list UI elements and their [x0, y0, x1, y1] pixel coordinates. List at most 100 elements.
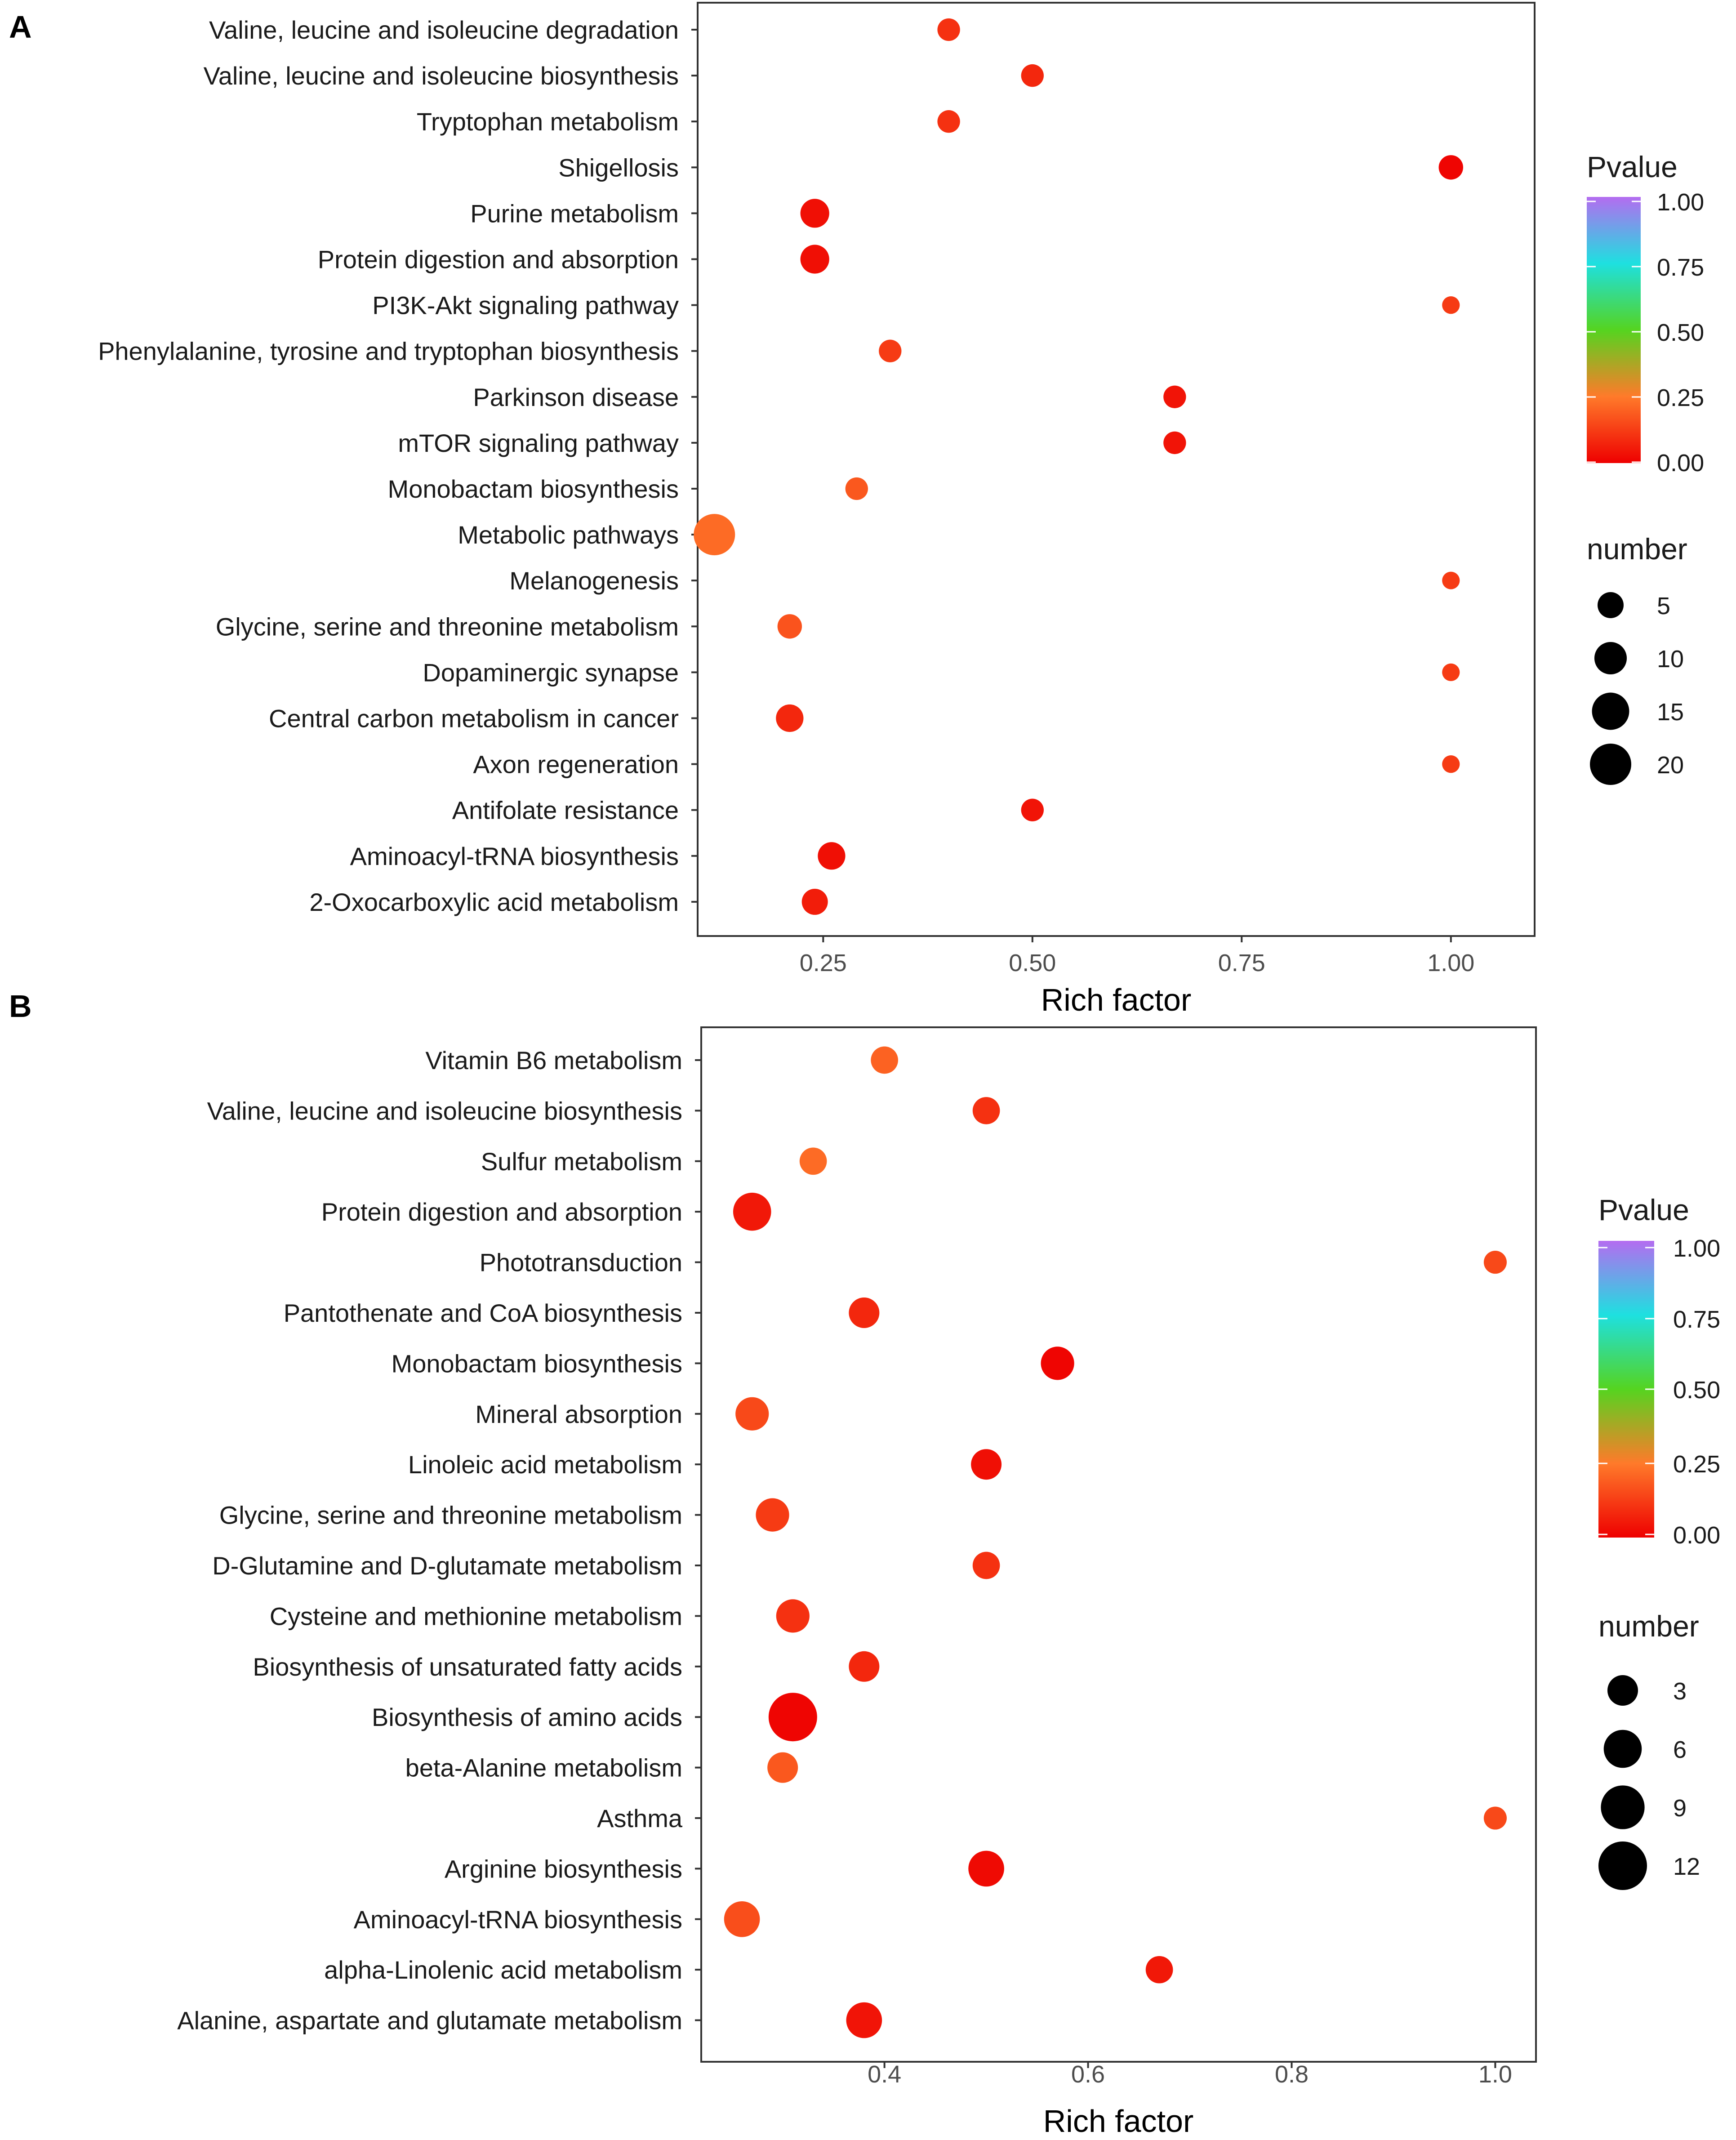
number-legend-title: number — [1587, 532, 1687, 566]
data-point — [879, 339, 902, 362]
category-label: 2-Oxocarboxylic acid metabolism — [309, 888, 679, 916]
category-label: Glycine, serine and threonine metabolism — [216, 612, 698, 641]
number-legend-label: 15 — [1657, 699, 1684, 726]
category-label: Aminoacyl-tRNA biosynthesis — [354, 1905, 701, 1934]
category-label: Phototransduction — [480, 1248, 701, 1277]
data-point — [694, 514, 735, 556]
category-label: Aminoacyl-tRNA biosynthesis — [350, 842, 698, 870]
category-label: Axon regeneration — [473, 750, 698, 779]
pvalue-colorbar-ticks — [1598, 1247, 1654, 1535]
panel-b-x-axis: 0.4 0.6 0.8 1.0 — [868, 2061, 1512, 2088]
number-legend-label: 3 — [1673, 1678, 1687, 1705]
category-label: Arginine biosynthesis — [445, 1855, 701, 1883]
category-label: Valine, leucine and isoleucine biosynthe… — [207, 1097, 682, 1125]
category-label: 2-Oxocarboxylic acid metabolism — [309, 888, 698, 916]
number-legend-label: 10 — [1657, 646, 1684, 673]
data-point — [776, 1599, 810, 1633]
category-label: Monobactam biosynthesis — [392, 1349, 682, 1378]
category-label: Sulfur metabolism — [481, 1147, 682, 1176]
data-point — [733, 1192, 771, 1231]
panel-a-category-axis: Valine, leucine and isoleucine degradati… — [98, 16, 698, 916]
category-label: Mineral absorption — [475, 1400, 682, 1428]
data-point — [937, 18, 960, 41]
pvalue-tick-label: 1.00 — [1657, 189, 1704, 216]
pvalue-colorbar-ticks — [1587, 201, 1641, 463]
data-point — [845, 477, 868, 500]
category-label: Protein digestion and absorption — [321, 1198, 701, 1226]
category-label: Biosynthesis of amino acids — [372, 1703, 682, 1731]
category-label: Axon regeneration — [473, 750, 679, 779]
data-point — [1021, 64, 1044, 87]
data-point — [799, 1147, 827, 1175]
x-tick-label: 1.00 — [1427, 950, 1474, 976]
category-label: Monobactam biosynthesis — [392, 1349, 701, 1378]
number-legend-key — [1598, 592, 1624, 618]
number-legend-keys — [1598, 1675, 1647, 1890]
data-point — [968, 1850, 1004, 1887]
category-label: beta-Alanine metabolism — [405, 1754, 682, 1782]
category-label: Central carbon metabolism in cancer — [269, 704, 698, 733]
category-label: Sulfur metabolism — [481, 1147, 701, 1176]
number-legend-label: 12 — [1673, 1853, 1700, 1880]
data-point — [800, 245, 829, 274]
data-point — [971, 1449, 1002, 1480]
data-point — [1442, 663, 1460, 682]
category-label: Pantothenate and CoA biosynthesis — [284, 1299, 682, 1327]
number-legend-key — [1598, 1841, 1647, 1890]
pvalue-tick-label: 1.00 — [1673, 1235, 1720, 1262]
number-legend-key — [1590, 744, 1631, 785]
category-label: Cysteine and methionine metabolism — [270, 1602, 682, 1630]
category-label: Valine, leucine and isoleucine biosynthe… — [204, 62, 679, 90]
category-label: Glycine, serine and threonine metabolism — [219, 1501, 701, 1529]
category-label: PI3K-Akt signaling pathway — [372, 291, 698, 320]
panel-a: A Valine, leucine and isoleucine degrada… — [9, 2, 1704, 1017]
category-label: Alanine, aspartate and glutamate metabol… — [177, 2006, 682, 2035]
category-label: Aminoacyl-tRNA biosynthesis — [354, 1905, 682, 1934]
panel-b-label: B — [9, 989, 32, 1024]
pvalue-colorbar — [1587, 197, 1641, 463]
panel-b-x-axis-title: Rich factor — [1043, 2104, 1194, 2139]
category-label: Protein digestion and absorption — [321, 1198, 682, 1226]
category-label: Arginine biosynthesis — [445, 1855, 682, 1883]
pvalue-legend-title: Pvalue — [1598, 1193, 1689, 1226]
category-label: Antifolate resistance — [452, 796, 698, 825]
data-point — [724, 1901, 760, 1937]
x-tick-label: 0.75 — [1218, 950, 1265, 976]
category-label: Purine metabolism — [470, 199, 698, 227]
category-label: Phototransduction — [480, 1248, 682, 1277]
data-point — [768, 1693, 817, 1742]
data-point — [1442, 296, 1460, 314]
category-label: Metabolic pathways — [458, 521, 698, 549]
data-point — [1041, 1346, 1074, 1380]
category-label: Phenylalanine, tyrosine and tryptophan b… — [98, 337, 679, 366]
category-label: Protein digestion and absorption — [318, 245, 698, 274]
category-label: Biosynthesis of amino acids — [372, 1703, 701, 1731]
category-label: Mineral absorption — [475, 1400, 701, 1428]
category-label: Central carbon metabolism in cancer — [269, 704, 679, 733]
category-label: Asthma — [597, 1804, 701, 1832]
data-point — [1442, 755, 1460, 773]
category-label: Purine metabolism — [470, 199, 679, 227]
number-legend-label: 9 — [1673, 1795, 1687, 1822]
category-label: Valine, leucine and isoleucine degradati… — [209, 16, 698, 44]
data-point — [1438, 155, 1464, 180]
category-label: Antifolate resistance — [452, 796, 679, 825]
data-point — [1442, 571, 1460, 589]
panel-b-category-axis: Vitamin B6 metabolism Valine, leucine an… — [177, 1046, 701, 2035]
panel-b-plot-frame — [700, 1026, 1537, 2063]
category-label: beta-Alanine metabolism — [405, 1754, 701, 1782]
category-label: Melanogenesis — [509, 566, 679, 595]
number-legend-key — [1603, 1730, 1642, 1768]
category-label: Metabolic pathways — [458, 521, 679, 549]
number-legend-key — [1607, 1675, 1638, 1706]
panel-a-plot-frame — [697, 2, 1536, 937]
category-label: alpha-Linolenic acid metabolism — [324, 1956, 682, 1984]
data-point — [735, 1397, 769, 1431]
data-point — [1483, 1251, 1507, 1274]
pvalue-tick-label: 0.25 — [1657, 384, 1704, 411]
panel-a-legend: Pvalue 1.00 0.75 0.50 0.25 0.00 number 5… — [1587, 150, 1704, 785]
category-label: Parkinson disease — [473, 383, 698, 411]
category-label: Valine, leucine and isoleucine degradati… — [209, 16, 679, 44]
pvalue-tick-label: 0.00 — [1657, 450, 1704, 477]
data-point — [1145, 1956, 1173, 1984]
